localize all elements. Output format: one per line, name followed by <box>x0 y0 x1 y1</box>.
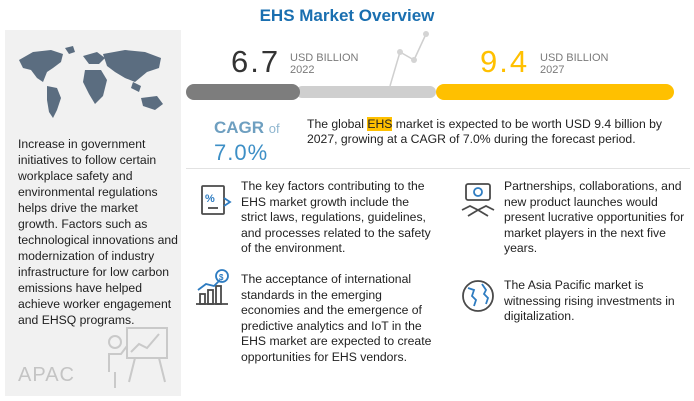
summary-before: The global <box>307 117 368 131</box>
summary-after: market is expected to be worth USD 9.4 b… <box>307 117 662 146</box>
growth-bar-track <box>296 86 436 98</box>
presentation-icon <box>108 327 168 388</box>
cagr-label: CAGR of <box>214 118 298 138</box>
left-panel: Increase in government initiatives to fo… <box>5 30 181 396</box>
drivers-text: The key factors contributing to the EHS … <box>241 179 431 256</box>
year-2027: 2027 <box>540 64 565 76</box>
market-summary: The global EHS market is expected to be … <box>307 117 691 147</box>
world-map-icon <box>19 46 163 118</box>
region-label: APAC <box>18 364 75 386</box>
growth-chart-icon: $ <box>196 269 229 305</box>
percent-glyph: % <box>205 193 215 205</box>
page-title: EHS Market Overview <box>259 6 435 25</box>
regulations-icon: % <box>201 185 232 215</box>
unit-2022: USD BILLION <box>290 52 359 64</box>
bar-2027 <box>436 84 674 100</box>
unit-2027: USD BILLION <box>540 52 609 64</box>
asia-pacific-text: The Asia Pacific market is witnessing ri… <box>504 278 675 324</box>
divider <box>186 168 690 169</box>
dollar-glyph: $ <box>219 273 224 282</box>
globe-icon <box>462 280 494 312</box>
bar-2022 <box>186 84 300 100</box>
value-2027: 9.4 <box>480 44 530 79</box>
summary-highlight: EHS <box>367 117 393 131</box>
value-2022: 6.7 <box>231 44 281 79</box>
cagr-value: 7.0% <box>214 140 269 165</box>
year-2022: 2022 <box>290 64 315 76</box>
cagr-box: CAGR of 7.0% <box>214 118 298 166</box>
left-panel-text: Increase in government initiatives to fo… <box>18 137 178 327</box>
partnerships-text: Partnerships, collaborations, and new pr… <box>504 179 685 256</box>
decorative-dots-icon <box>389 31 429 86</box>
cagr-of: of <box>268 121 280 136</box>
opportunities-text: The acceptance of international standard… <box>241 272 432 364</box>
cagr-title: CAGR <box>214 118 265 137</box>
partnership-icon <box>461 183 495 217</box>
